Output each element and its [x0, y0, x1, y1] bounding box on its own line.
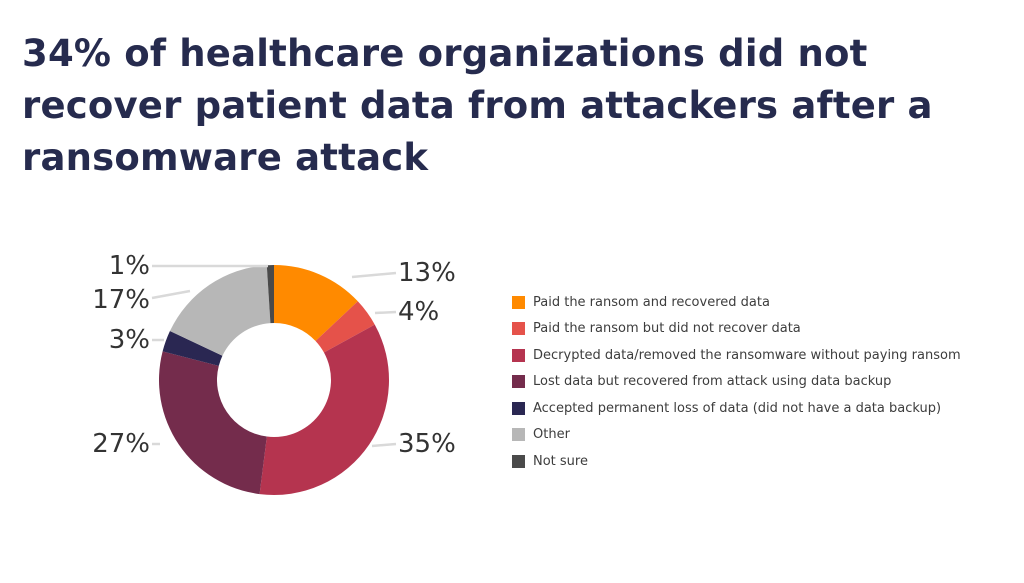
leader-line	[351, 271, 397, 279]
leader-line	[374, 310, 397, 315]
donut-slice-decrypted-data-removed-the-ransomware-without-paying-ransom	[259, 324, 390, 495]
data-label-not-sure: 1%	[109, 251, 150, 281]
legend-swatch	[512, 428, 525, 442]
legend-item: Paid the ransom but did not recover data	[512, 316, 961, 343]
data-label-lost-data-but-recovered-from-attack-using-data-backup: 27%	[92, 429, 150, 459]
legend-label: Other	[533, 427, 570, 443]
label-leader-lines	[151, 264, 397, 448]
legend-label: Not sure	[533, 453, 588, 469]
data-label-paid-the-ransom-and-recovered-data: 13%	[398, 258, 456, 288]
chart-legend: Paid the ransom and recovered data Paid t…	[512, 289, 961, 475]
donut-slice-lost-data-but-recovered-from-attack-using-data-backup	[159, 351, 267, 495]
leader-line	[151, 289, 191, 300]
donut-slice-other	[169, 265, 271, 356]
legend-label: Decrypted data/removed the ransomware wi…	[533, 347, 961, 363]
legend-swatch	[512, 401, 525, 415]
legend-label: Paid the ransom but did not recover data	[533, 321, 801, 337]
legend-swatch	[512, 322, 525, 336]
leader-line	[371, 442, 397, 448]
legend-item: Lost data but recovered from attack usin…	[512, 369, 961, 396]
legend-label: Paid the ransom and recovered data	[533, 294, 770, 310]
legend-item: Other	[512, 422, 961, 449]
legend-item: Accepted permanent loss of data (did not…	[512, 395, 961, 422]
chart-title: 34% of healthcare organizations did not …	[22, 32, 933, 179]
legend-swatch	[512, 454, 525, 468]
donut-slice-paid-the-ransom-and-recovered-data	[274, 265, 358, 341]
data-label-decrypted-data-removed-the-ransomware-without-paying-ransom: 35%	[398, 429, 456, 459]
donut-slice-paid-the-ransom-but-did-not-recover-data	[315, 301, 375, 353]
data-label-other: 17%	[92, 285, 150, 315]
data-label-accepted-permanent-loss-of-data-did-not-have-a-data-backup: 3%	[109, 325, 150, 355]
donut-slice-accepted-permanent-loss-of-data-did-not-have-a-data-backup	[162, 331, 223, 366]
legend-item: Decrypted data/removed the ransomware wi…	[512, 342, 961, 369]
donut-slice-not-sure	[266, 265, 274, 324]
donut-slices	[159, 265, 390, 495]
legend-swatch	[512, 375, 525, 389]
data-labels: 13% 4% 35% 27% 3% 17% 1%	[92, 251, 456, 459]
data-label-paid-the-ransom-but-did-not-recover-data: 4%	[398, 297, 439, 327]
legend-item: Paid the ransom and recovered data	[512, 289, 961, 316]
legend-item: Not sure	[512, 448, 961, 475]
legend-swatch	[512, 295, 525, 309]
donut-chart: 13% 4% 35% 27% 3% 17% 1%	[92, 251, 456, 495]
legend-label: Accepted permanent loss of data (did not…	[533, 400, 942, 416]
legend-swatch	[512, 348, 525, 362]
legend-label: Lost data but recovered from attack usin…	[533, 374, 892, 390]
